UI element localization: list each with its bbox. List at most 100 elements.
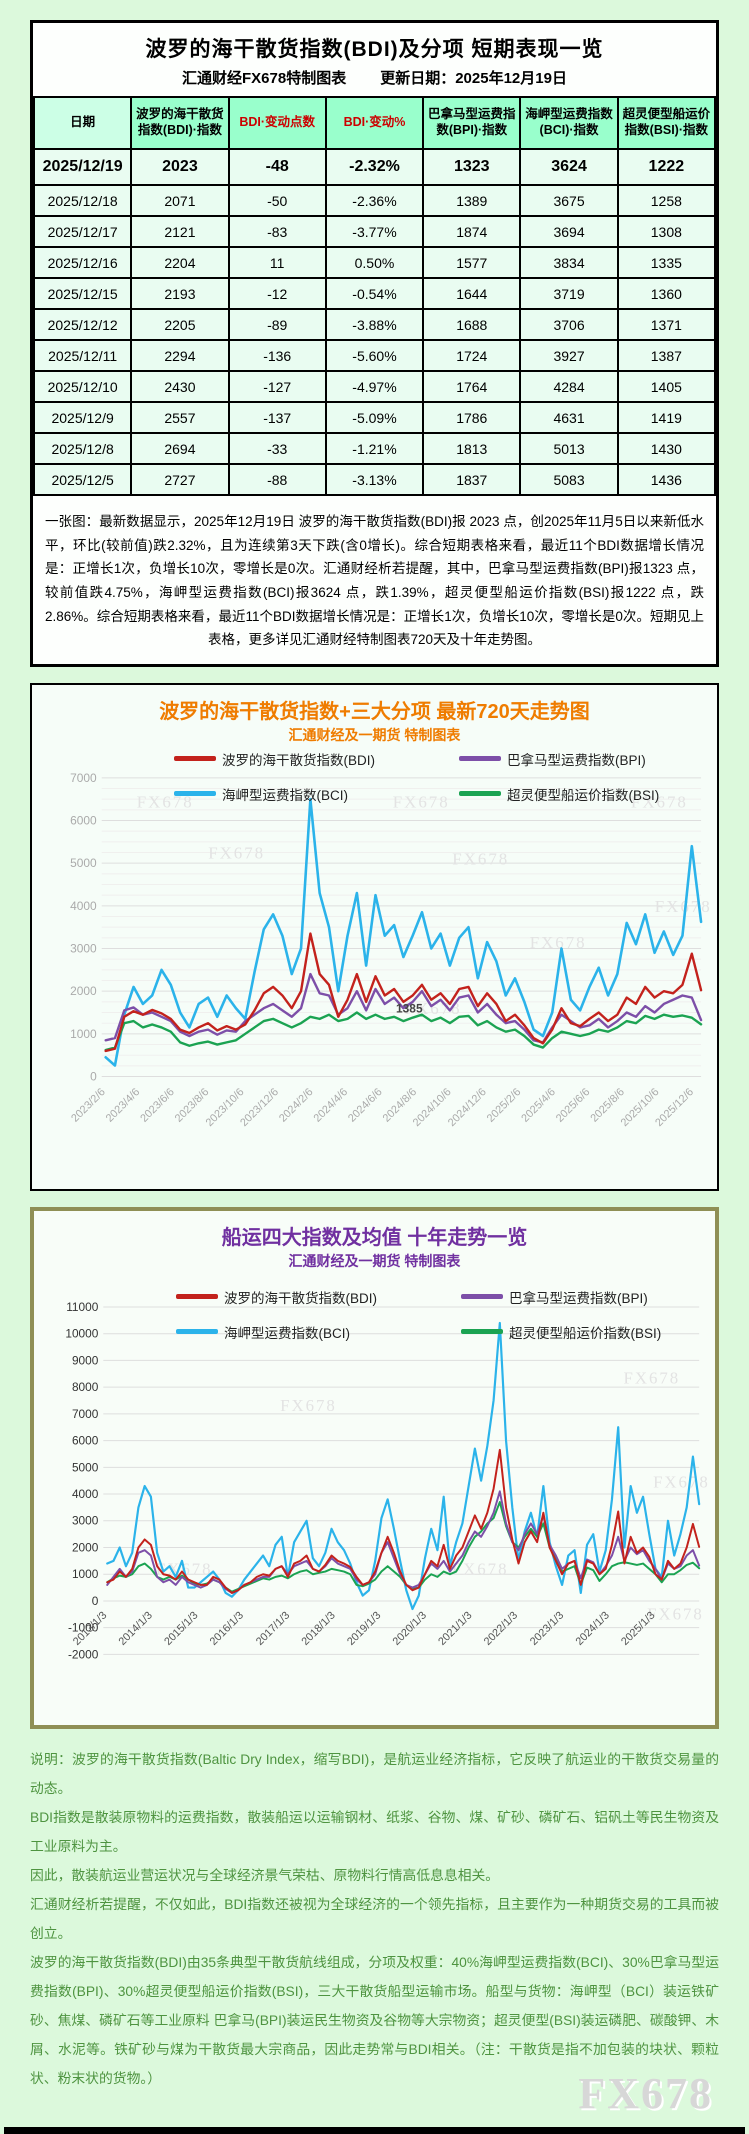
table-cell: 2205	[130, 308, 230, 341]
chart-720-legend: 波罗的海干散货指数(BDI) 巴拿马型运费指数(BPI) 海岬型运费指数(BCI) 超…	[174, 749, 699, 804]
svg-text:FX678: FX678	[631, 792, 688, 811]
description-line: 汇通财经析若提醒，不仅如此，BDI指数还被视为全球经济的一个领先指标，且主要作为…	[30, 1896, 719, 1941]
legend-label: 巴拿马型运费指数(BPI)	[509, 1290, 648, 1306]
table-cell: 1874	[422, 215, 522, 248]
table-cell: 2557	[130, 401, 230, 434]
svg-text:2024/2/6: 2024/2/6	[277, 1086, 316, 1125]
svg-text:2019/1/3: 2019/1/3	[345, 1609, 383, 1647]
chart-720-title: 波罗的海干散货指数+三大分项 最新720天走势图	[159, 700, 590, 723]
svg-text:2014/1/3: 2014/1/3	[117, 1609, 155, 1647]
table-row: 2025/12/12 2205 -89 -3.88% 1688 3706 1371	[32, 308, 717, 341]
table-cell: 2294	[130, 339, 230, 372]
table-cell: 4631	[519, 401, 619, 434]
table-row: 2025/12/17 2121 -83 -3.77% 1874 3694 1308	[32, 215, 717, 248]
table-cell: -12	[227, 277, 327, 310]
table-row: 2025/12/16 2204 11 0.50% 1577 3834 1335	[32, 246, 717, 279]
description-block: 说明：波罗的海干散货指数(Baltic Dry Index，缩写BDI)，是航运…	[30, 1745, 719, 2118]
table-cell: 1688	[422, 308, 522, 341]
svg-text:3000: 3000	[70, 941, 97, 955]
table-cell: 1360	[616, 277, 717, 310]
column-header: 日期	[32, 96, 133, 150]
svg-text:FX678: FX678	[530, 933, 587, 952]
table-row: 2025/12/15 2193 -12 -0.54% 1644 3719 1360	[32, 277, 717, 310]
column-header: 巴拿马型运费指数(BPI)·指数	[422, 96, 522, 150]
bottom-border-bar	[4, 2126, 745, 2134]
table-cell: 2694	[130, 432, 230, 465]
legend-line-swatch	[174, 756, 216, 762]
svg-text:4000: 4000	[70, 899, 97, 913]
table-cell: -3.88%	[324, 308, 425, 341]
svg-text:0: 0	[92, 1594, 99, 1608]
svg-text:2015/1/3: 2015/1/3	[162, 1609, 200, 1647]
svg-text:2020/1/3: 2020/1/3	[391, 1609, 429, 1647]
svg-text:FX678: FX678	[647, 1604, 704, 1623]
chart-10y-plot: -2000 -1000 0 1000 2000 3000 4000 5000 6000 7000 8…	[65, 1300, 707, 1661]
svg-text:6000: 6000	[70, 813, 97, 827]
column-header: 海岬型运费指数(BCI)·指数	[519, 96, 619, 150]
table-cell: 1644	[422, 277, 522, 310]
table-cell: 1724	[422, 339, 522, 372]
svg-text:2023/12/6: 2023/12/6	[238, 1086, 281, 1129]
table-cell: 2023	[130, 148, 230, 186]
svg-text:-1000: -1000	[68, 1620, 99, 1634]
svg-text:7000: 7000	[72, 1407, 99, 1421]
table-cell: 2025/12/9	[32, 401, 133, 434]
legend-line-swatch	[459, 791, 501, 797]
svg-text:7000: 7000	[70, 771, 97, 785]
legend-item: 波罗的海干散货指数(BDI)	[176, 1287, 461, 1307]
series-line	[104, 932, 703, 1052]
table-cell: -0.54%	[324, 277, 425, 310]
svg-text:FX678: FX678	[137, 792, 194, 811]
table-cell: 3927	[519, 339, 619, 372]
svg-text:2000: 2000	[70, 984, 97, 998]
legend-line-swatch	[174, 791, 216, 797]
svg-text:-2000: -2000	[68, 1647, 99, 1661]
svg-text:2025/4/6: 2025/4/6	[519, 1086, 558, 1125]
table-row: 2025/12/8 2694 -33 -1.21% 1813 5013 1430	[32, 432, 717, 465]
table-cell: 3675	[519, 184, 619, 217]
table-cell: 3719	[519, 277, 619, 310]
legend-item: 巴拿马型运费指数(BPI)	[461, 1287, 701, 1307]
table-cell: -136	[227, 339, 327, 372]
svg-text:1385: 1385	[396, 1001, 423, 1015]
svg-text:3000: 3000	[72, 1513, 99, 1527]
legend-line-swatch	[176, 1294, 218, 1300]
table-header: 日期 波罗的海干散货指数(BDI)·指数 BDI·变动点数 BDI·变动% 巴拿马型运费…	[32, 96, 717, 150]
table-row: 2025/12/5 2727 -88 -3.13% 1837 5083 1436	[32, 463, 717, 496]
table-cell: 1764	[422, 370, 522, 403]
table-cell: 2204	[130, 246, 230, 279]
chart-10y-title: 船运四大指数及均值 十年走势一览	[221, 1226, 528, 1249]
svg-text:10000: 10000	[65, 1326, 98, 1340]
table-cell: 2025/12/5	[32, 463, 133, 496]
source-label: 汇通财经FX678特制图表	[182, 70, 347, 87]
table-cell: -3.13%	[324, 463, 425, 496]
table-cell: 1258	[616, 184, 717, 217]
chart-10y-subtitle: 汇通财经及一期货 特制图表	[288, 1252, 461, 1269]
svg-text:2022/1/3: 2022/1/3	[482, 1609, 520, 1647]
table-cell: 2121	[130, 215, 230, 248]
legend-item: 波罗的海干散货指数(BDI)	[174, 749, 459, 769]
table-cell: 3694	[519, 215, 619, 248]
table-cell: 1419	[616, 401, 717, 434]
table-cell: -127	[227, 370, 327, 403]
legend-item: 海岬型运费指数(BCI)	[174, 784, 459, 804]
svg-text:2024/12/6: 2024/12/6	[446, 1086, 489, 1129]
chart-720-panel: 波罗的海干散货指数+三大分项 最新720天走势图 汇通财经及一期货 特制图表 波…	[30, 682, 719, 1191]
table-cell: 5013	[519, 432, 619, 465]
table-cell: 1577	[422, 246, 522, 279]
table-cell: 2071	[130, 184, 230, 217]
svg-text:1000: 1000	[70, 1027, 97, 1041]
chart-720-plot: 0 1000 2000 3000 4000 5000 6000 7000 FX678 FX678 F…	[69, 771, 709, 1129]
table-cell: 2025/12/12	[32, 308, 133, 341]
table-cell: 1786	[422, 401, 522, 434]
svg-text:2018/1/3: 2018/1/3	[299, 1609, 337, 1647]
svg-text:2017/1/3: 2017/1/3	[254, 1609, 292, 1647]
description-line: 说明：波罗的海干散货指数(Baltic Dry Index，缩写BDI)，是航运…	[30, 1751, 719, 1796]
fx678-watermark: FX678	[578, 2068, 713, 2118]
series-line	[104, 1011, 703, 1051]
table-cell: -137	[227, 401, 327, 434]
table-cell: 2025/12/17	[32, 215, 133, 248]
svg-text:2021/1/3: 2021/1/3	[436, 1609, 474, 1647]
chart-720-subtitle: 汇通财经及一期货 特制图表	[288, 726, 461, 743]
table-panel-subtitle: 汇通财经FX678特制图表 更新日期：2025年12月19日	[33, 65, 716, 96]
